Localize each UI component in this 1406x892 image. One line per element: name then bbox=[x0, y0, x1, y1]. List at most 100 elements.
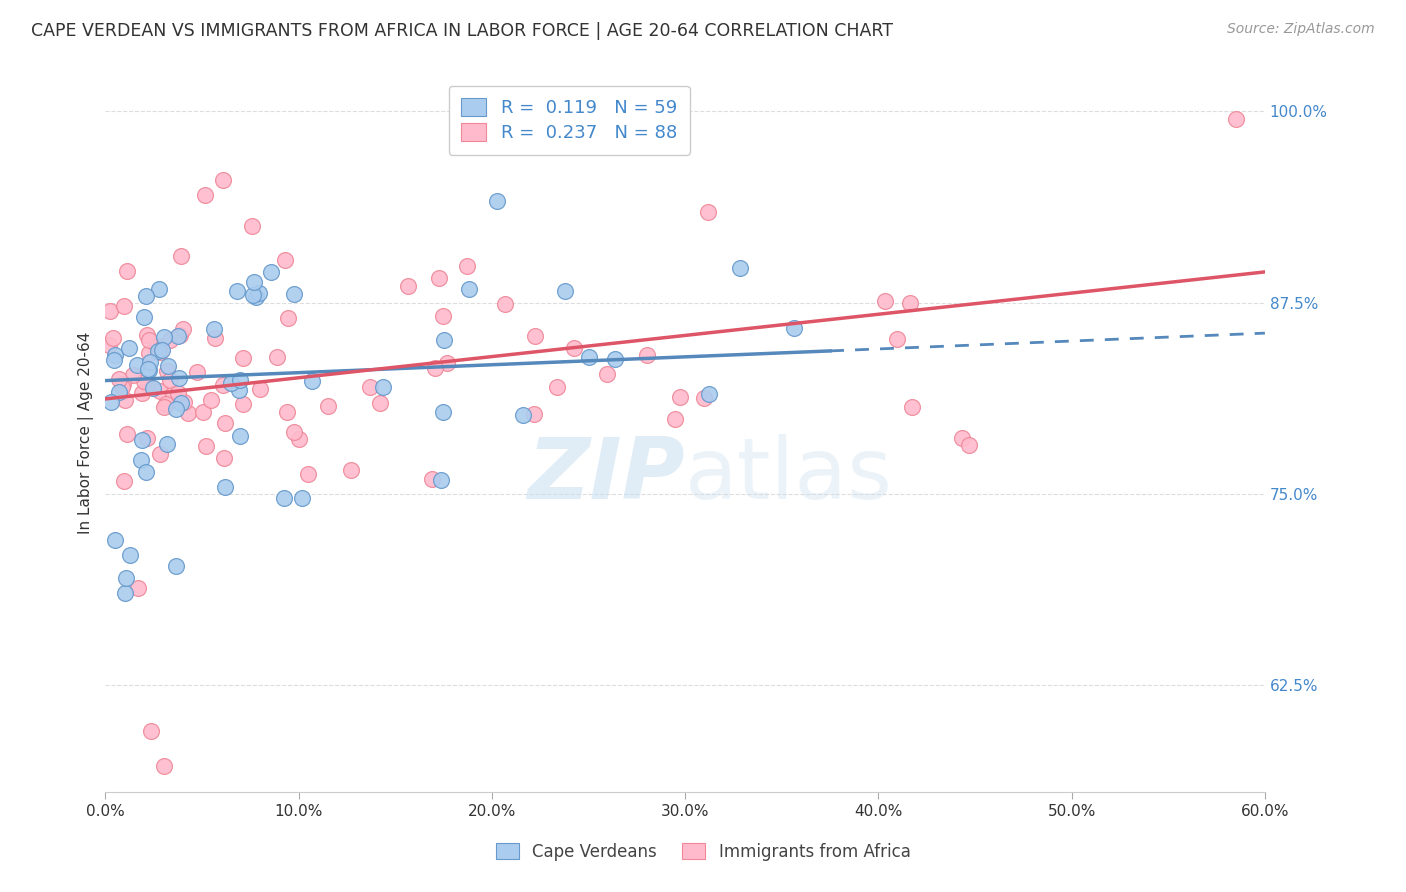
Point bbox=[432, 405, 454, 419]
Point bbox=[120, 548, 142, 562]
Point bbox=[101, 331, 124, 345]
Point bbox=[900, 400, 922, 414]
Point bbox=[485, 194, 508, 208]
Point bbox=[157, 359, 180, 373]
Point bbox=[107, 372, 129, 386]
Point bbox=[245, 290, 267, 304]
Point bbox=[114, 300, 136, 314]
Point bbox=[301, 374, 323, 388]
Point bbox=[152, 400, 174, 414]
Point bbox=[100, 394, 122, 409]
Point bbox=[596, 367, 619, 381]
Point bbox=[173, 395, 195, 409]
Point bbox=[212, 378, 235, 392]
Point bbox=[229, 373, 252, 387]
Point bbox=[138, 363, 160, 377]
Point bbox=[115, 427, 138, 442]
Point bbox=[131, 453, 153, 467]
Point bbox=[162, 387, 184, 401]
Point bbox=[142, 381, 165, 395]
Point bbox=[339, 463, 361, 477]
Point bbox=[436, 356, 458, 370]
Point bbox=[167, 371, 190, 385]
Point bbox=[172, 321, 194, 335]
Point bbox=[214, 416, 236, 430]
Point bbox=[122, 368, 145, 383]
Point bbox=[131, 433, 153, 447]
Point bbox=[150, 343, 173, 357]
Point bbox=[636, 348, 658, 362]
Text: ZIP: ZIP bbox=[527, 434, 685, 517]
Point bbox=[136, 378, 159, 392]
Point bbox=[231, 351, 253, 366]
Point bbox=[242, 288, 264, 302]
Point bbox=[524, 329, 547, 343]
Point bbox=[112, 474, 135, 488]
Point bbox=[165, 559, 187, 574]
Point bbox=[194, 188, 217, 202]
Point bbox=[138, 355, 160, 369]
Point bbox=[1225, 112, 1247, 126]
Point bbox=[316, 399, 339, 413]
Point bbox=[214, 480, 236, 494]
Point bbox=[523, 407, 546, 421]
Point bbox=[194, 439, 217, 453]
Point bbox=[138, 346, 160, 360]
Point bbox=[276, 405, 298, 419]
Point bbox=[212, 451, 235, 466]
Point bbox=[200, 392, 222, 407]
Point bbox=[170, 395, 193, 409]
Point bbox=[226, 285, 249, 299]
Point bbox=[432, 309, 454, 323]
Point bbox=[730, 261, 752, 276]
Point bbox=[148, 283, 170, 297]
Point bbox=[136, 361, 159, 376]
Point bbox=[98, 303, 121, 318]
Point bbox=[156, 364, 179, 378]
Point bbox=[191, 404, 214, 418]
Point bbox=[111, 376, 134, 391]
Point bbox=[371, 380, 394, 394]
Point bbox=[696, 205, 718, 219]
Point bbox=[155, 437, 177, 451]
Point bbox=[368, 396, 391, 410]
Point bbox=[152, 759, 174, 773]
Point bbox=[546, 380, 568, 394]
Point bbox=[115, 571, 138, 585]
Point bbox=[359, 380, 381, 394]
Point bbox=[433, 333, 456, 347]
Point bbox=[159, 333, 181, 347]
Point bbox=[135, 289, 157, 303]
Point bbox=[149, 345, 172, 359]
Point bbox=[127, 358, 149, 372]
Point bbox=[693, 392, 716, 406]
Point bbox=[242, 275, 264, 289]
Point bbox=[115, 264, 138, 278]
Point bbox=[108, 384, 131, 399]
Point bbox=[578, 350, 600, 364]
Point bbox=[103, 353, 125, 368]
Point bbox=[132, 310, 155, 324]
Point bbox=[118, 341, 141, 355]
Point bbox=[456, 259, 478, 273]
Point bbox=[420, 472, 443, 486]
Point bbox=[134, 375, 156, 389]
Point bbox=[229, 429, 252, 443]
Point bbox=[297, 467, 319, 481]
Point bbox=[148, 343, 170, 358]
Point bbox=[494, 297, 516, 311]
Point bbox=[228, 383, 250, 397]
Point bbox=[135, 328, 157, 343]
Point bbox=[274, 252, 297, 267]
Point bbox=[427, 271, 450, 285]
Point bbox=[669, 390, 692, 404]
Point bbox=[166, 328, 188, 343]
Point bbox=[141, 724, 163, 739]
Point bbox=[114, 586, 136, 600]
Point bbox=[153, 330, 176, 344]
Point bbox=[283, 425, 305, 439]
Point bbox=[149, 384, 172, 398]
Legend: R =  0.119   N = 59, R =  0.237   N = 88: R = 0.119 N = 59, R = 0.237 N = 88 bbox=[449, 86, 690, 155]
Point bbox=[149, 447, 172, 461]
Point bbox=[288, 433, 311, 447]
